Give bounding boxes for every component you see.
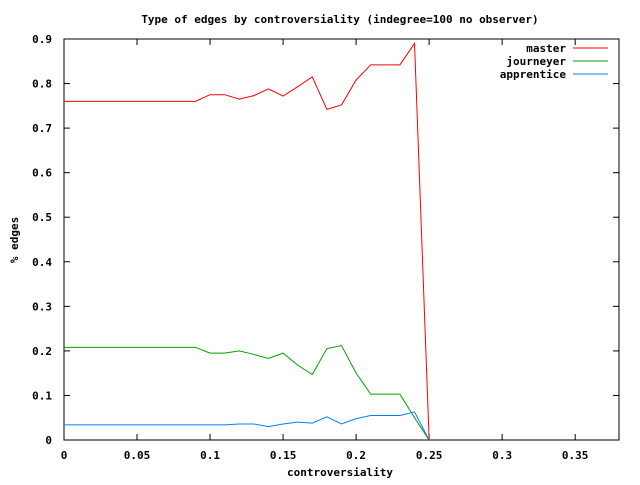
y-tick-label: 0.4 <box>32 256 52 269</box>
x-tick-label: 0.2 <box>346 449 366 462</box>
y-tick-label: 0.1 <box>32 389 52 402</box>
legend-label-master: master <box>526 42 566 55</box>
chart-title: Type of edges by controversiality (indeg… <box>141 13 538 26</box>
plot-frame <box>63 38 620 441</box>
y-tick-label: 0.6 <box>32 167 52 180</box>
legend-label-journeyer: journeyer <box>506 55 566 68</box>
y-tick-label: 0.3 <box>32 300 52 313</box>
y-tick-label: 0.7 <box>32 122 52 135</box>
y-tick-label: 0.8 <box>32 78 52 91</box>
axis-ticks: 0 0.05 0.1 0.15 0.2 0.25 0.3 0.35 0 0.1 0.2 0.3 0.4 0… <box>32 33 619 462</box>
series-line-master <box>64 41 430 441</box>
x-tick-label: 0.35 <box>562 449 589 462</box>
x-tick-label: 0.1 <box>200 449 220 462</box>
y-tick-label: 0.5 <box>32 211 52 224</box>
y-tick-label: 0.2 <box>32 345 52 358</box>
series-lines <box>64 41 430 441</box>
y-tick-label: 0 <box>45 434 52 447</box>
series-line-apprentice <box>64 411 430 441</box>
series-line-journeyer <box>64 344 430 441</box>
x-tick-label: 0.15 <box>270 449 297 462</box>
y-axis-label: % edges <box>8 217 21 263</box>
x-tick-label: 0 <box>61 449 68 462</box>
x-tick-label: 0.05 <box>124 449 151 462</box>
x-axis-label: controversiality <box>287 466 393 479</box>
x-tick-label: 0.25 <box>416 449 443 462</box>
y-tick-label: 0.9 <box>32 33 52 46</box>
legend-label-apprentice: apprentice <box>500 68 567 81</box>
x-tick-label: 0.3 <box>492 449 512 462</box>
